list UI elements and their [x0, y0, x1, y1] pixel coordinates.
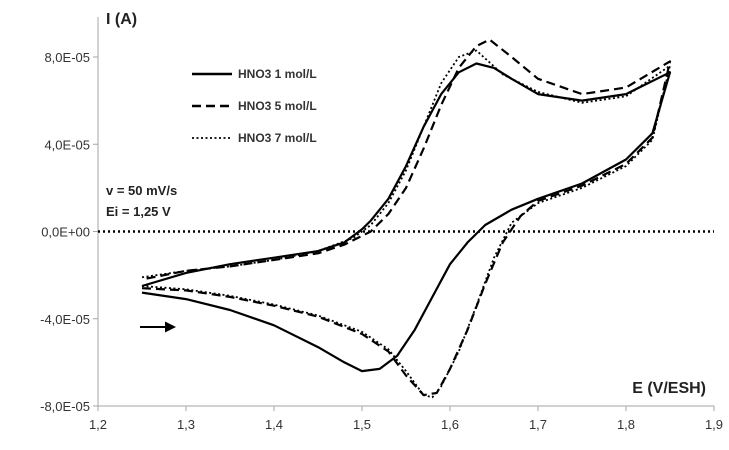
x-tick-label: 1,8	[617, 417, 635, 432]
legend-label-2: HNO3 5 mol/L	[238, 99, 317, 113]
x-tick-label: 1,2	[89, 417, 107, 432]
scan-rate-annotation: v = 50 mV/s	[106, 183, 177, 198]
x-tick-label: 1,6	[441, 417, 459, 432]
x-axis-title: E (V/ESH)	[632, 380, 706, 397]
axes	[97, 17, 714, 407]
y-tick-label: -4,0E-05	[40, 312, 90, 327]
legend: HNO3 1 mol/L HNO3 5 mol/L HNO3 7 mol/L	[192, 67, 317, 145]
initial-potential-annotation: Ei = 1,25 V	[106, 204, 171, 219]
y-tick-label: -8,0E-05	[40, 399, 90, 414]
legend-label-1: HNO3 1 mol/L	[238, 67, 317, 81]
series-curve-3	[141, 49, 671, 399]
x-tick-label: 1,9	[705, 417, 723, 432]
y-tick-label: 0,0E+00	[41, 225, 90, 240]
x-tick-label: 1,5	[353, 417, 371, 432]
legend-label-3: HNO3 7 mol/L	[238, 131, 317, 145]
y-tick-label: 8,0E-05	[44, 50, 90, 65]
x-tick-label: 1,3	[177, 417, 195, 432]
tick-layer: 1,2 1,3 1,4 1,5 1,6 1,7 1,8 1,9 8,0E-05 4,0E-05 0,…	[40, 50, 723, 432]
x-tick-label: 1,4	[265, 417, 283, 432]
series-curve-2	[141, 38, 672, 397]
x-tick-label: 1,7	[529, 417, 547, 432]
series-layer	[141, 38, 672, 399]
y-axis-title: I (A)	[106, 11, 137, 28]
series-curve-1	[141, 62, 672, 373]
scan-direction-arrow-icon	[140, 321, 176, 333]
y-tick-label: 4,0E-05	[44, 137, 90, 152]
